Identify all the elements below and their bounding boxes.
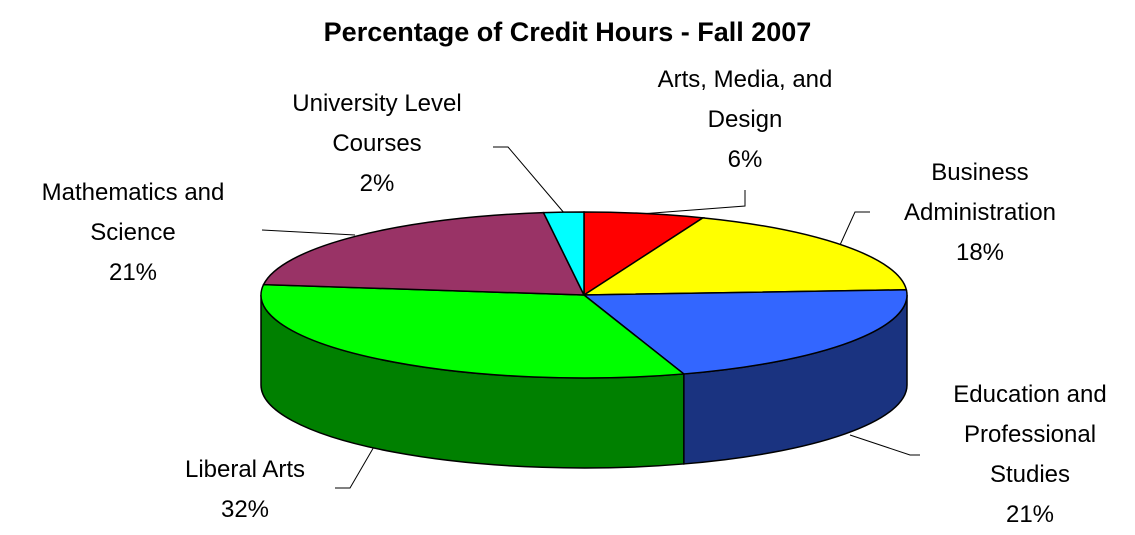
slice <box>583 211 706 297</box>
leader-line <box>261 229 356 236</box>
leader-line <box>849 434 920 456</box>
slice <box>542 211 585 296</box>
category-label: Business Administration <box>903 159 1057 226</box>
leader-line <box>839 211 870 246</box>
value-label: 21% <box>1005 501 1055 528</box>
leader-line <box>493 146 566 215</box>
slice <box>581 289 908 375</box>
slice <box>581 217 908 296</box>
category-label: Liberal Arts <box>184 456 306 483</box>
slice <box>262 211 586 296</box>
value-label: 6% <box>727 146 763 173</box>
category-label: Mathematics and Science <box>41 179 225 246</box>
data-label: Education and Professional Studies 21% <box>930 375 1130 535</box>
category-label: Education and Professional Studies <box>953 381 1107 488</box>
leader-line <box>335 444 376 489</box>
chart-title: Percentage of Credit Hours - Fall 2007 <box>323 17 812 47</box>
value-label: 21% <box>108 259 158 286</box>
data-label: Business Administration 18% <box>880 153 1080 273</box>
data-label: Liberal Arts 32% <box>145 450 345 530</box>
category-label: University Level Courses <box>292 90 462 157</box>
value-label: 18% <box>955 239 1005 266</box>
data-label: Arts, Media, and Design 6% <box>640 60 850 180</box>
value-label: 2% <box>359 170 395 197</box>
tops <box>260 211 908 379</box>
slice <box>260 283 686 379</box>
leader-lines <box>261 146 920 489</box>
value-label: 32% <box>220 496 270 523</box>
leader-line <box>639 190 746 215</box>
category-label: Arts, Media, and Design <box>657 66 833 133</box>
data-label: Mathematics and Science 21% <box>23 173 243 293</box>
data-label: University Level Courses 2% <box>277 84 477 204</box>
